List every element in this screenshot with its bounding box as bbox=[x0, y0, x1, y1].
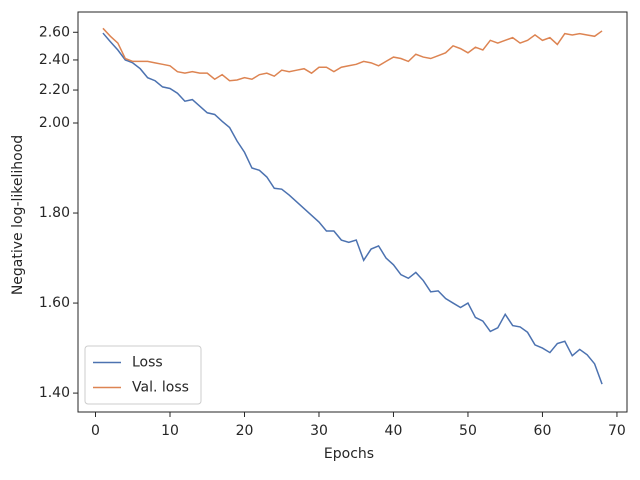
legend-label: Loss bbox=[132, 355, 163, 371]
x-tick-label: 20 bbox=[236, 423, 254, 439]
x-tick-label: 50 bbox=[459, 423, 477, 439]
y-tick-label: 1.80 bbox=[39, 205, 70, 221]
y-axis-label: Negative log-likelihood bbox=[10, 135, 26, 295]
x-tick-label: 40 bbox=[385, 423, 403, 439]
x-tick-label: 60 bbox=[534, 423, 552, 439]
x-tick-label: 0 bbox=[91, 423, 100, 439]
y-tick-label: 1.40 bbox=[39, 385, 70, 401]
y-tick-label: 2.00 bbox=[39, 115, 70, 131]
y-tick-label: 2.20 bbox=[39, 82, 70, 98]
line bbox=[102, 32, 603, 385]
x-axis-label: Epochs bbox=[324, 446, 374, 462]
x-tick-label: 70 bbox=[608, 423, 626, 439]
line bbox=[102, 27, 603, 82]
y-tick-label: 2.60 bbox=[39, 24, 70, 40]
y-tick-label: 2.40 bbox=[39, 52, 70, 68]
legend-label: Val. loss bbox=[132, 380, 189, 396]
plot-frame bbox=[77, 11, 628, 413]
x-tick-label: 10 bbox=[161, 423, 179, 439]
x-tick-label: 30 bbox=[310, 423, 328, 439]
legend bbox=[84, 345, 202, 405]
y-tick-label: 1.60 bbox=[39, 295, 70, 311]
